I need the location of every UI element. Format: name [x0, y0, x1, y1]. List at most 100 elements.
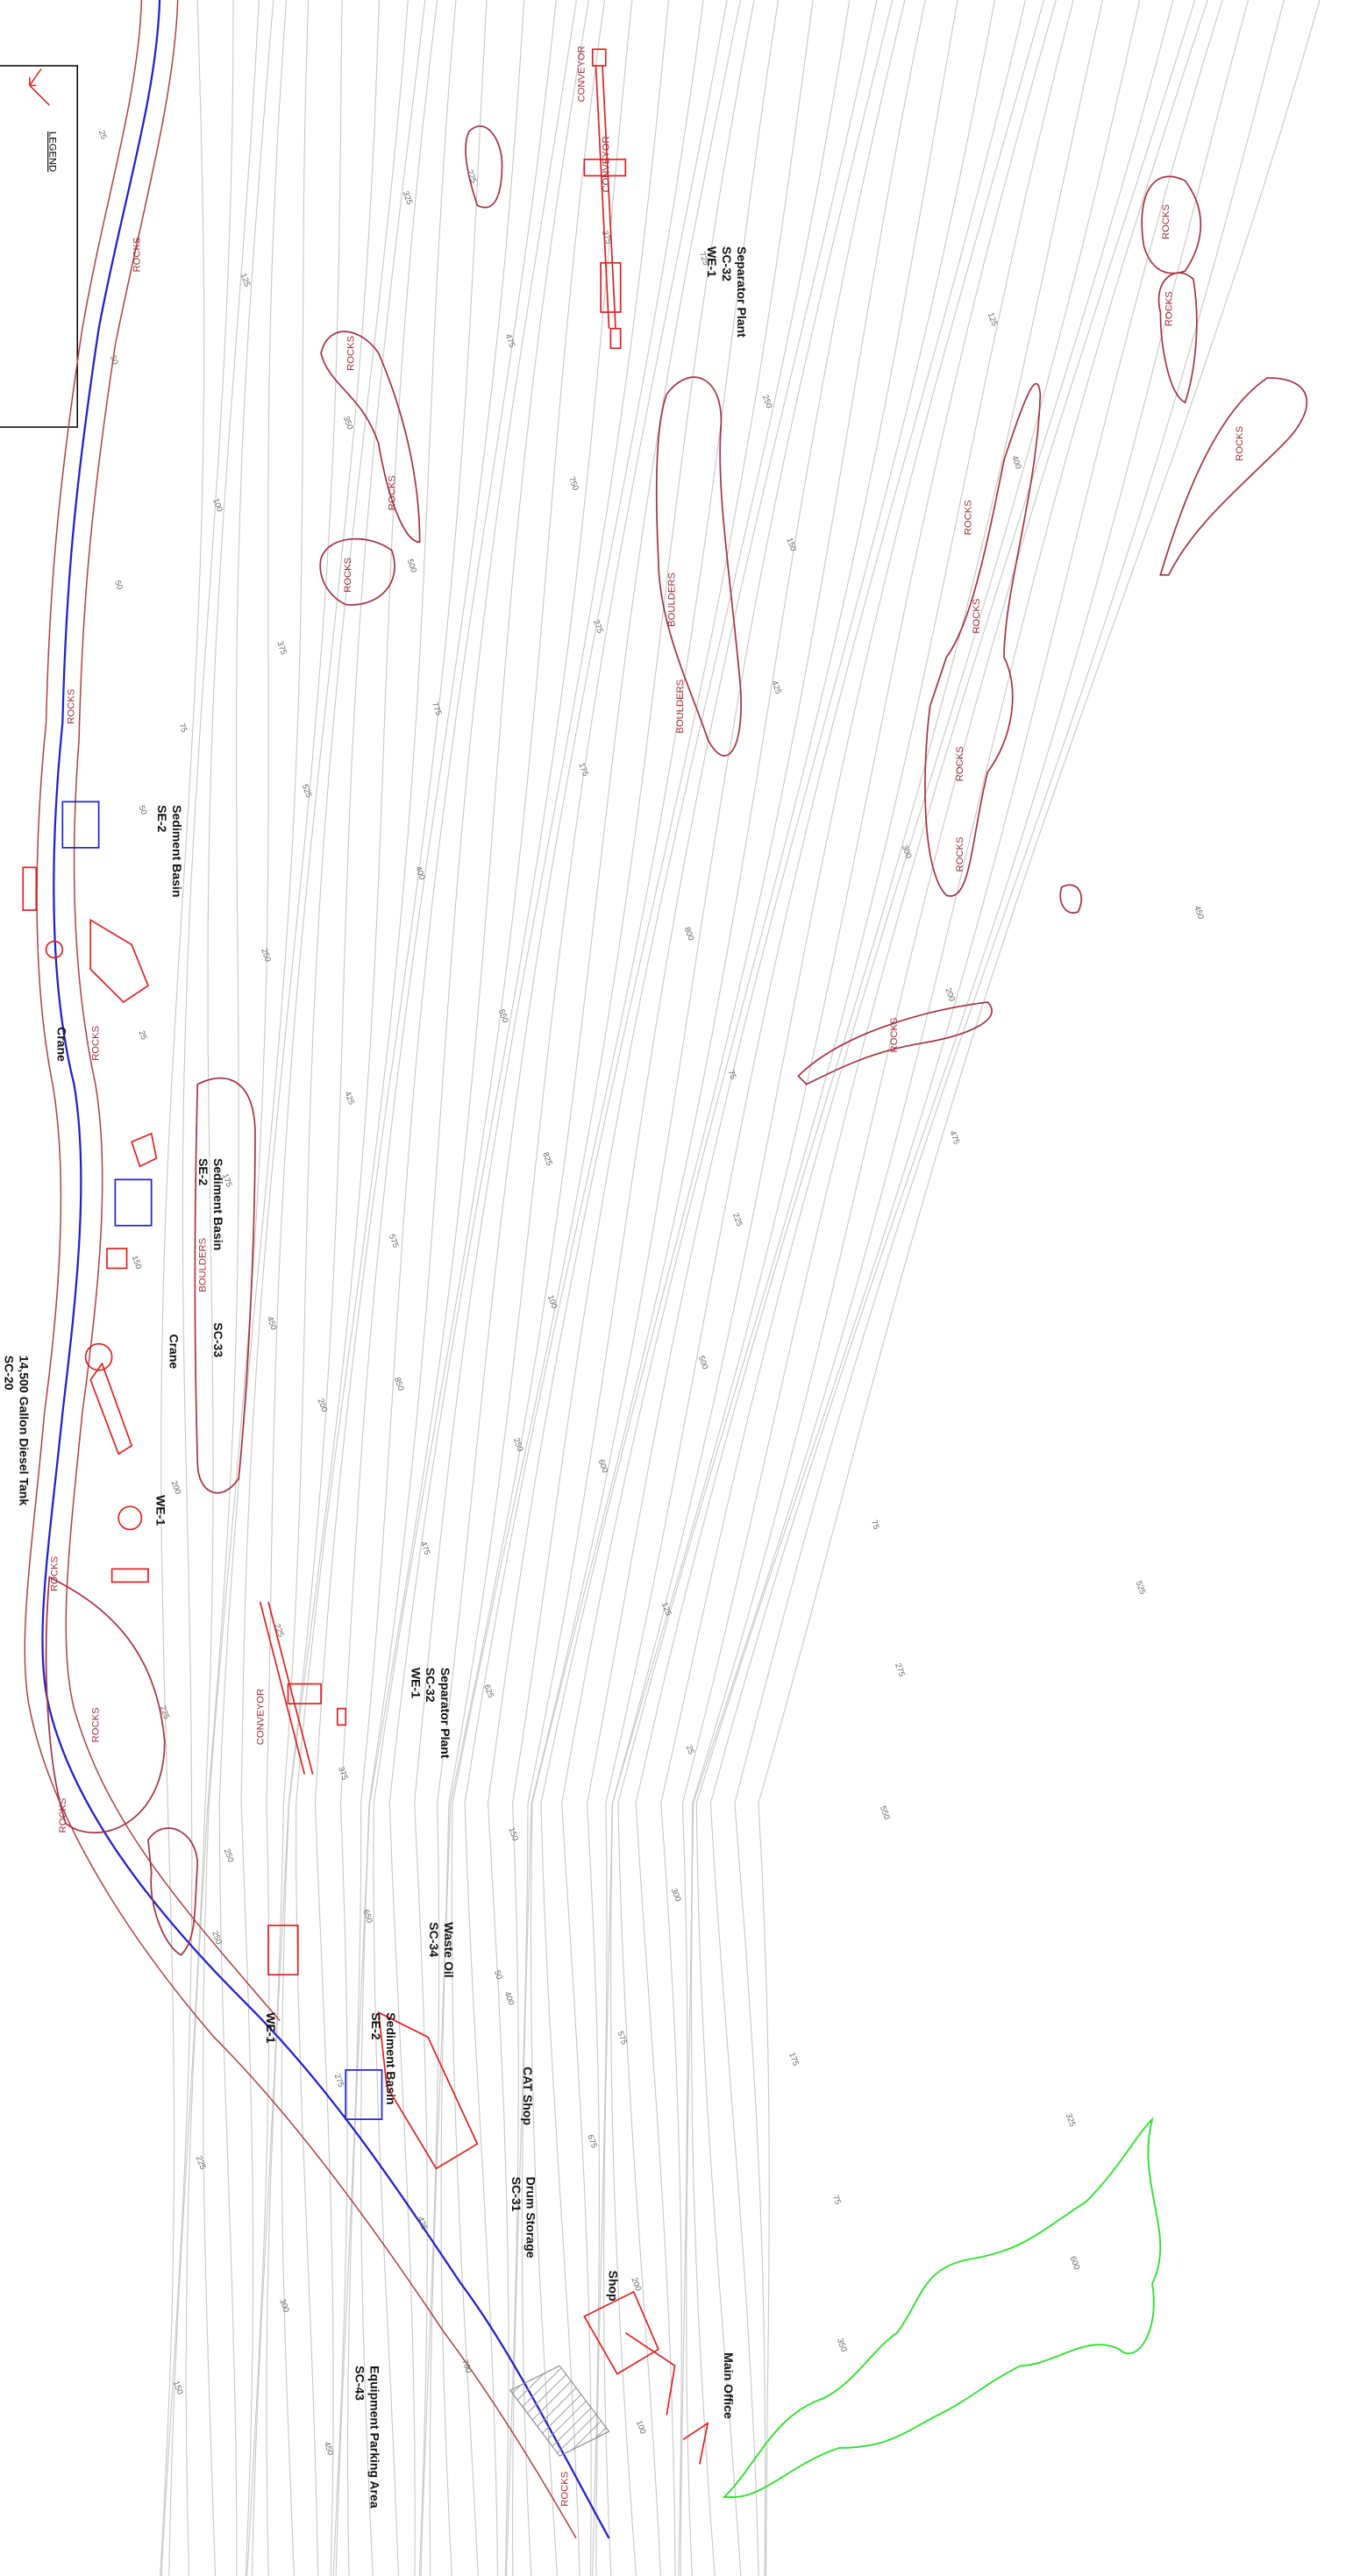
contour-label: 275: [333, 2073, 346, 2089]
contour-label: 725: [698, 251, 711, 267]
callout-label: Drum Storage: [524, 2177, 538, 2259]
contour-label: 525: [301, 783, 314, 799]
area-label: ROCKS: [1161, 204, 1171, 239]
area-label: CONVEYOR: [602, 136, 612, 192]
callout-label: SC-34: [427, 1922, 441, 1957]
contour-label: 700: [460, 2359, 474, 2374]
sediment-basins: [61, 801, 383, 2120]
callout-label: WE-1: [705, 246, 719, 277]
contour-line: [506, 0, 851, 2576]
contour-line: [346, 0, 577, 2576]
contour-line: [680, 0, 1174, 2576]
contour-label: 100: [546, 1294, 559, 1310]
structures: [22, 48, 709, 2465]
contour-label: 175: [787, 2051, 801, 2067]
contour-line: [617, 0, 1074, 2576]
contour-label: 800: [683, 926, 696, 942]
contour-line: [602, 0, 1045, 2576]
contour-label: 50: [138, 804, 149, 815]
contour-label: 250: [512, 1437, 525, 1453]
contour-label: 575: [388, 1233, 401, 1249]
area-label: ROCKS: [58, 1797, 68, 1832]
area-label: ROCKS: [388, 475, 398, 510]
contour-label: 150: [507, 1826, 520, 1842]
contour-line: [758, 0, 1321, 2576]
contour-label: 100: [211, 497, 224, 513]
contour-line: [160, 0, 234, 2576]
area-label: CONVEYOR: [576, 46, 587, 102]
callout-label: Crane: [55, 1027, 69, 1062]
contour-line: [440, 0, 742, 2576]
contour-label: 50: [493, 1969, 504, 1981]
contour-line: [587, 0, 996, 2576]
contour-line: [420, 0, 704, 2576]
river: [41, 0, 610, 2539]
contour-line: [360, 0, 590, 2576]
callout-label: Sediment Basin: [384, 2012, 398, 2104]
contour-line: [332, 0, 525, 2576]
contour-label: 75: [870, 1519, 881, 1530]
area-label: ROCKS: [955, 746, 965, 781]
contour-label: 125: [660, 1601, 673, 1617]
contour-line: [690, 0, 1208, 2576]
contour-label: 525: [1135, 1580, 1148, 1596]
contour-lines: [160, 0, 1321, 2576]
contour-label: 200: [170, 1479, 183, 1495]
contour-label: 450: [1193, 905, 1206, 921]
contour-line: [635, 0, 1104, 2576]
contour-line: [160, 0, 205, 2576]
north-arrow: [29, 68, 50, 106]
contour-line: [660, 0, 1141, 2576]
contour-line: [595, 0, 1026, 2576]
area-label: CONVEYOR: [255, 1689, 266, 1745]
shoreline: [24, 0, 577, 2539]
contour-label: 400: [1010, 454, 1023, 470]
contour-line: [281, 0, 438, 2576]
contour-line: [266, 0, 426, 2576]
contour-label: 200: [630, 2276, 643, 2292]
contour-label: 275: [894, 1662, 907, 1677]
area-label: ROCKS: [972, 599, 982, 634]
area-label: ROCKS: [132, 237, 143, 272]
callout-label: Equipment Parking Area: [367, 2366, 381, 2508]
area-label: ROCKS: [560, 2472, 571, 2507]
contour-label: 600: [597, 1458, 610, 1474]
contour-line: [314, 0, 488, 2576]
contour-label: 325: [402, 189, 415, 205]
callout-label: SC-43: [352, 2366, 367, 2401]
contour-label: 25: [97, 129, 109, 140]
parking-area: [509, 2365, 610, 2457]
callout-label: SC-32: [720, 246, 734, 281]
contour-label: 225: [273, 1622, 286, 1638]
contour-line: [734, 0, 1285, 2576]
contour-label: 200: [944, 986, 957, 1002]
contour-label: 425: [343, 1090, 356, 1106]
contour-label: 175: [221, 1172, 234, 1188]
contour-label: 625: [482, 1683, 495, 1699]
contour-label: 125: [239, 272, 253, 288]
area-label: ROCKS: [91, 1707, 102, 1742]
contour-line: [335, 0, 557, 2576]
contour-label: 425: [417, 2216, 430, 2231]
contour-label: 850: [393, 1376, 406, 1391]
contour-label: 150: [785, 537, 798, 552]
area-label: ROCKS: [1164, 291, 1175, 326]
contour-label: 225: [159, 1704, 172, 1720]
contour-label: 300: [901, 843, 914, 859]
contour-label: 450: [266, 1315, 279, 1331]
contour-line: [373, 0, 606, 2576]
contour-line: [610, 0, 1057, 2576]
contour-label: 350: [836, 2337, 849, 2352]
callout-label: Main Office: [722, 2352, 736, 2419]
callout-label: WE-1: [153, 1495, 167, 1526]
contour-label: 575: [616, 2030, 629, 2046]
area-label: BOULDERS: [675, 680, 686, 734]
contour-label: 500: [697, 1355, 710, 1370]
contour-label: 750: [567, 476, 580, 492]
area-label: BOULDERS: [667, 573, 678, 627]
callout-label: Separator Plant: [735, 246, 749, 338]
contour-line: [451, 0, 755, 2576]
rock-outlines: [45, 125, 1308, 1956]
contour-line: [185, 0, 274, 2576]
